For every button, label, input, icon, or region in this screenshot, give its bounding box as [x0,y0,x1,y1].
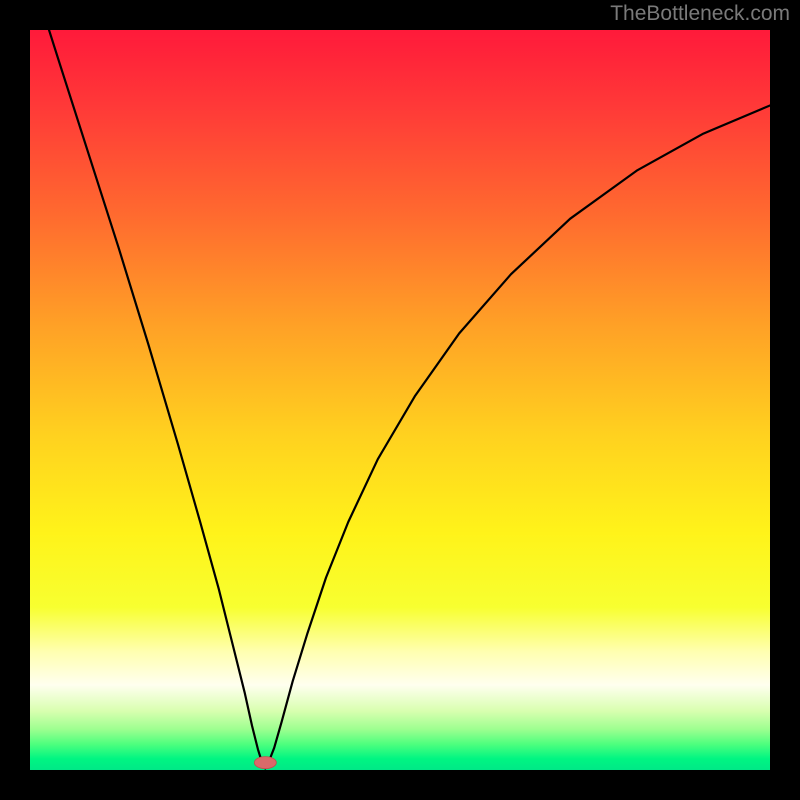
figure-frame: TheBottleneck.com [0,0,800,800]
chart-svg [30,30,770,770]
watermark-text: TheBottleneck.com [610,2,790,26]
minimum-marker [254,757,276,769]
chart-background [30,30,770,770]
plot-area [30,30,770,770]
